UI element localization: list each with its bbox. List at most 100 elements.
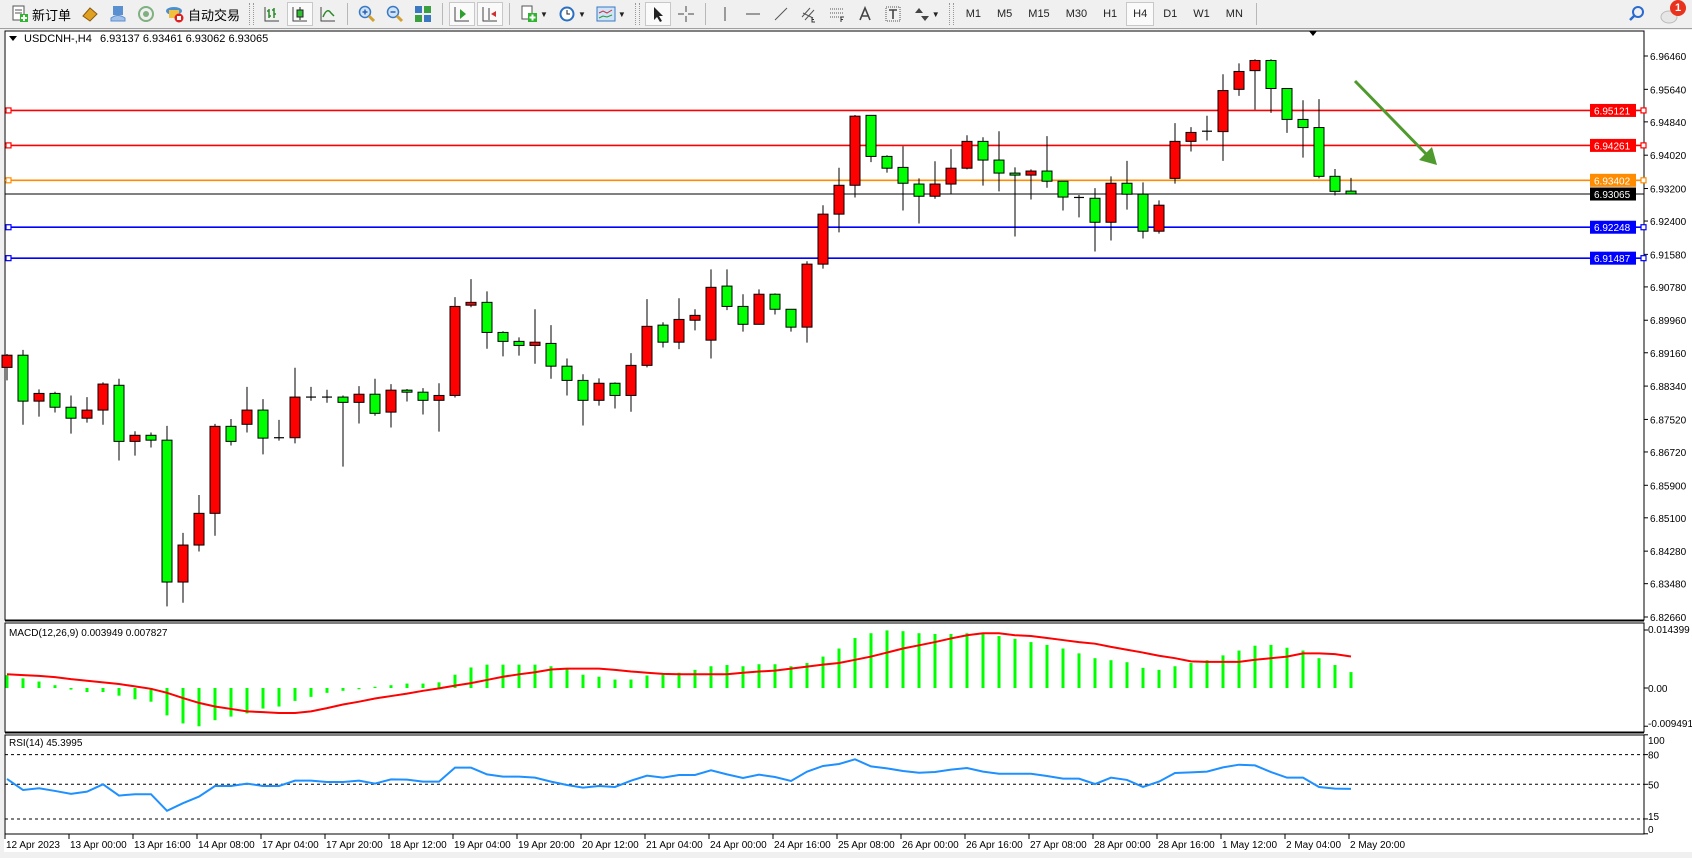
level-line-handle[interactable] <box>1640 142 1647 149</box>
main-toolbar: 新订单 自动交易 ▼ ▼ ▼ ▼ M1 M5 M15 M30 H1 H4 D1 W1 MN 1 <box>0 0 1692 29</box>
candle-body-up <box>353 393 365 403</box>
current-price-tag <box>1590 187 1636 201</box>
auto-trading-label: 自动交易 <box>188 7 241 23</box>
candle-body-up <box>1025 170 1037 176</box>
macd-histogram-bar <box>645 675 649 688</box>
timeframe-m15[interactable]: M15 <box>1028 8 1050 20</box>
candle-body-down <box>1009 172 1021 176</box>
price-pane[interactable]: 6.96460 6.95640 6.94840 6.94020 6.93200 6.924… <box>1 30 1687 624</box>
timeframe-w1[interactable]: W1 <box>1193 8 1210 20</box>
candlestick-chart-button[interactable] <box>287 2 314 26</box>
auto-scroll-button[interactable] <box>449 2 476 26</box>
candle <box>993 131 1005 192</box>
macd-histogram-bar <box>693 669 697 688</box>
macd-histogram-bar <box>1221 655 1225 688</box>
toolbar-grip[interactable] <box>948 3 954 25</box>
trendline-tool-button[interactable] <box>768 2 794 26</box>
fibonacci-tool-button[interactable] <box>824 2 850 26</box>
level-line-handle[interactable] <box>1640 177 1647 184</box>
timeframe-d1[interactable]: D1 <box>1163 8 1178 20</box>
macd-histogram-bar <box>53 685 57 688</box>
signal-icon <box>138 6 155 22</box>
level-line-handle[interactable] <box>5 107 12 114</box>
macd-histogram-bar <box>1333 665 1337 688</box>
line-chart-button[interactable] <box>315 2 341 26</box>
zoom-out-button[interactable] <box>382 2 408 26</box>
trend-arrow-annotation[interactable] <box>1353 79 1437 165</box>
macd-histogram-bar <box>821 656 825 688</box>
periods-button[interactable]: ▼ <box>554 2 590 26</box>
signals-button[interactable] <box>133 2 159 26</box>
toolbar-grip[interactable] <box>249 3 255 25</box>
macd-histogram-bar <box>997 636 1001 688</box>
timeframe-m30[interactable]: M30 <box>1065 8 1088 20</box>
search-icon[interactable] <box>1628 5 1646 23</box>
text-tool-button[interactable] <box>852 2 878 26</box>
candle <box>497 331 509 357</box>
macd-tick-label: 0.00 <box>1648 684 1668 695</box>
time-tick-label: 17 Apr 20:00 <box>326 840 383 851</box>
candle-body-up <box>1185 131 1197 142</box>
templates-button[interactable]: ▼ <box>592 2 630 26</box>
candle <box>481 291 493 349</box>
level-line-handle[interactable] <box>1640 107 1647 114</box>
candle <box>1009 167 1021 237</box>
candle <box>193 495 205 552</box>
horizontal-line-tool-button[interactable] <box>740 2 766 26</box>
arrows-tool-button[interactable]: ▼ <box>908 2 944 26</box>
macd-histogram-bar <box>869 633 873 688</box>
candle <box>561 358 573 396</box>
level-price-tag <box>1590 251 1636 265</box>
macd-histogram-bar <box>101 688 105 693</box>
candle-body-down <box>1313 127 1325 177</box>
timeframe-m1[interactable]: M1 <box>965 8 981 20</box>
macd-histogram-bar <box>597 676 601 688</box>
timeframe-m5[interactable]: M5 <box>997 8 1013 20</box>
cursor-tool-button[interactable] <box>644 2 671 26</box>
timeframe-bar: M1 M5 M15 M30 H1 H4 D1 W1 MN <box>958 2 1251 26</box>
bar-chart-button[interactable] <box>259 2 285 26</box>
auto-trading-button[interactable]: 自动交易 <box>161 2 244 26</box>
data-window-button[interactable] <box>105 2 131 26</box>
chart-shift-button[interactable] <box>477 2 504 26</box>
crosshair-tool-button[interactable] <box>673 2 699 26</box>
rsi-pane[interactable]: 100 80 50 15 0 <box>4 732 1665 836</box>
text-label-tool-button[interactable] <box>880 2 906 26</box>
toolbar-grip[interactable] <box>634 3 640 25</box>
level-line-handle[interactable] <box>5 224 12 231</box>
new-order-button[interactable]: 新订单 <box>7 2 75 26</box>
chart-shift-marker-icon[interactable] <box>1309 31 1317 36</box>
macd-pane[interactable]: 0.014399 0.00 -0.009491 <box>4 620 1692 733</box>
macd-histogram-bar <box>453 674 457 688</box>
indicators-button[interactable]: ▼ <box>516 2 552 26</box>
candle <box>545 325 557 379</box>
candle-body-up <box>945 167 957 185</box>
level-line-handle[interactable] <box>5 142 12 149</box>
macd-histogram-bar <box>709 666 713 688</box>
timeframe-h1[interactable]: H1 <box>1103 8 1118 20</box>
level-line-handle[interactable] <box>5 177 12 184</box>
chart-window[interactable]: 6.96460 6.95640 6.94840 6.94020 6.93200 6.924… <box>0 29 1692 858</box>
tile-windows-button[interactable] <box>410 2 436 26</box>
candle-body-down <box>577 379 589 401</box>
collapse-triangle-icon[interactable] <box>9 36 17 41</box>
macd-histogram-bar <box>1157 669 1161 688</box>
candle-body-down <box>561 365 573 381</box>
timeframe-h4[interactable]: H4 <box>1126 2 1155 26</box>
vertical-line-tool-button[interactable] <box>712 2 738 26</box>
macd-histogram-bar <box>1285 647 1289 688</box>
terminal-icon <box>110 6 126 22</box>
level-line-handle[interactable] <box>1640 224 1647 231</box>
zoom-in-button[interactable] <box>354 2 380 26</box>
level-line-handle[interactable] <box>5 255 12 262</box>
macd-histogram-bar <box>949 634 953 688</box>
notifications-button[interactable]: 1 <box>1660 0 1686 26</box>
equidistant-channel-tool-button[interactable] <box>796 2 822 26</box>
macd-histogram-bar <box>1173 666 1177 688</box>
time-tick-label: 13 Apr 16:00 <box>134 840 191 851</box>
line-chart-icon <box>320 7 336 22</box>
candle-body-up <box>673 318 685 343</box>
market-watch-button[interactable] <box>77 2 103 26</box>
level-line-handle[interactable] <box>1640 255 1647 262</box>
timeframe-mn[interactable]: MN <box>1225 8 1243 20</box>
